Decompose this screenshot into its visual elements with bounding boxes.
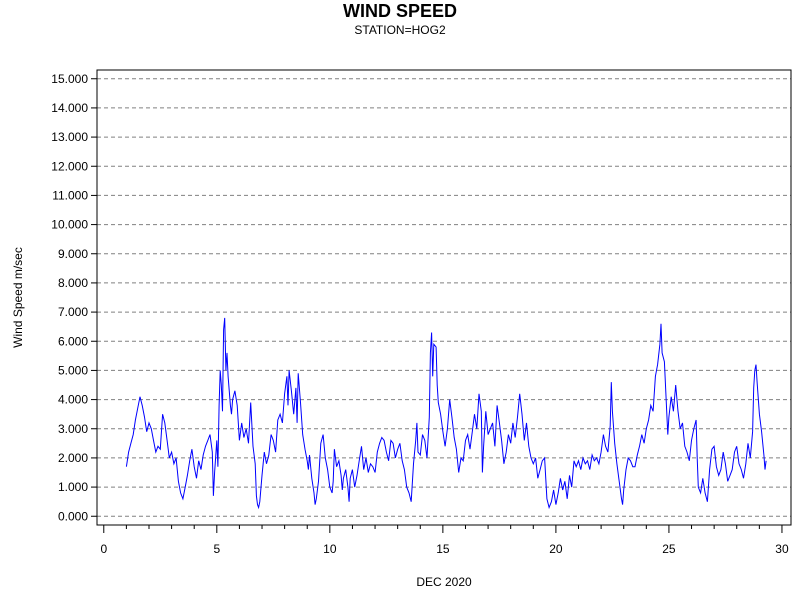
plot-frame (96, 69, 792, 526)
y-tick-label: 5.000 (58, 363, 88, 377)
y-tick-label: 10.000 (51, 218, 88, 232)
y-tick-label: 7.000 (58, 305, 88, 319)
y-tick-label: 9.000 (58, 247, 88, 261)
y-tick-label: 15.000 (51, 72, 88, 86)
y-axis-label: Wind Speed m/sec (11, 247, 25, 348)
chart-title: WIND SPEED (342, 1, 457, 21)
x-tick-label: 0 (100, 542, 107, 556)
series-line-wind-speed (125, 317, 767, 510)
y-tick-label: 11.000 (52, 188, 88, 202)
y-tick-label: 2.000 (58, 451, 88, 465)
x-tick-label: 15 (436, 542, 450, 556)
x-tick-label: 20 (549, 542, 563, 556)
y-tick-label: 8.000 (58, 276, 88, 290)
y-tick-label: 13.000 (51, 130, 88, 144)
x-tick-label: 25 (662, 542, 676, 556)
y-tick-label: 12.000 (51, 159, 88, 173)
x-tick-label: 10 (323, 542, 337, 556)
x-axis: 0 5 10 15 20 25 30 (100, 525, 789, 556)
y-tick-label: 4.000 (58, 393, 88, 407)
grid-lines (97, 78, 791, 517)
y-tick-label: 3.000 (58, 422, 88, 436)
y-axis: 0.000 1.000 2.000 3.000 4.000 5.000 6.000 7.000… (51, 72, 97, 523)
x-axis-label: DEC 2020 (416, 575, 472, 589)
x-tick-label: 30 (775, 542, 789, 556)
chart-subtitle: STATION=HOG2 (354, 23, 446, 37)
y-tick-label: 6.000 (58, 334, 88, 348)
y-tick-label: 14.000 (51, 101, 88, 115)
y-tick-label: 0.000 (58, 509, 88, 523)
x-tick-label: 5 (213, 542, 220, 556)
y-tick-label: 1.000 (58, 480, 88, 494)
